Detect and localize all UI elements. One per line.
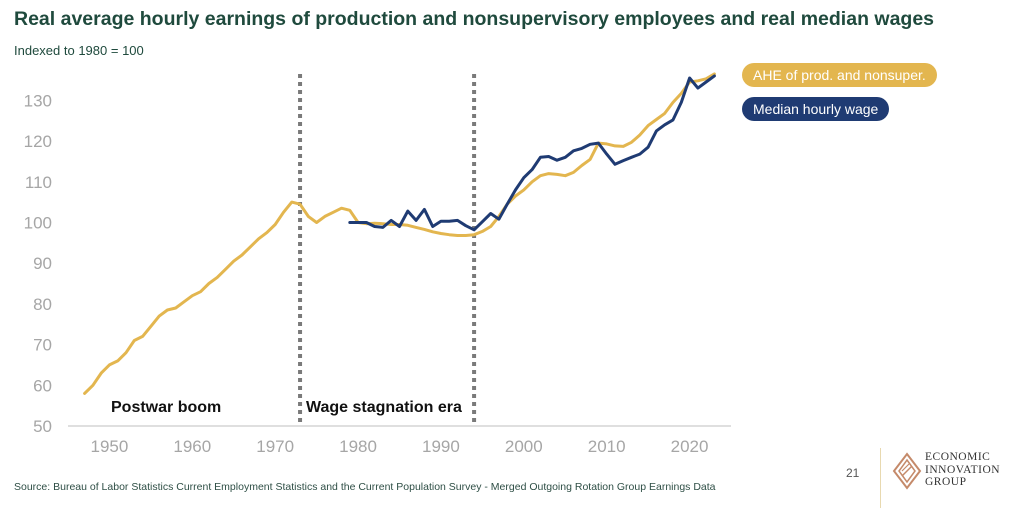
chart-subtitle: Indexed to 1980 = 100 (14, 43, 144, 58)
y-tick-label-70: 70 (33, 336, 52, 355)
x-tick-label-1970: 1970 (256, 437, 294, 456)
annotation-postwar-boom: Postwar boom (111, 399, 221, 416)
y-tick-label-110: 110 (25, 173, 52, 192)
axes-layer: 50 60 70 80 90 100 110 120 130 1950 1960 1970 1980 19… (24, 91, 731, 456)
logo-line-2: INNOVATION (925, 463, 1001, 476)
y-tick-label-130: 130 (24, 91, 52, 110)
y-tick-label-80: 80 (33, 295, 52, 314)
y-tick-label-120: 120 (24, 132, 52, 151)
x-tick-label-1950: 1950 (91, 437, 129, 456)
legend-median: Median hourly wage (742, 97, 890, 121)
page-number: 21 (846, 466, 860, 480)
annotation-layer: Postwar boom Wage stagnation era (111, 399, 462, 416)
divider-layer (298, 74, 477, 426)
y-tick-label-90: 90 (33, 254, 52, 273)
diamond-logo-icon (892, 452, 922, 490)
x-tick-label-2020: 2020 (671, 437, 709, 456)
y-tick-label-50: 50 (33, 417, 52, 436)
x-tick-label-1960: 1960 (173, 437, 211, 456)
chart-title: Real average hourly earnings of producti… (14, 8, 935, 30)
logo-text: ECONOMIC INNOVATION GROUP (925, 451, 1000, 489)
series-layer (83, 72, 716, 395)
legend-ahe: AHE of prod. and nonsuper. (742, 63, 937, 87)
logo-line-3: GROUP (925, 476, 967, 488)
median-series-line (348, 74, 716, 232)
x-tick-label-2010: 2010 (588, 437, 626, 456)
y-tick-label-100: 100 (24, 213, 52, 232)
x-tick-label-1980: 1980 (339, 437, 377, 456)
x-tick-label-2000: 2000 (505, 437, 543, 456)
ahe-series-line (83, 72, 716, 395)
logo-line-1: ECONOMIC (925, 451, 991, 463)
source-note: Source: Bureau of Labor Statistics Curre… (14, 481, 716, 493)
x-tick-label-1990: 1990 (422, 437, 460, 456)
y-tick-label-60: 60 (33, 376, 52, 395)
footer-divider (880, 448, 881, 508)
annotation-wage-stagnation: Wage stagnation era (306, 399, 462, 416)
